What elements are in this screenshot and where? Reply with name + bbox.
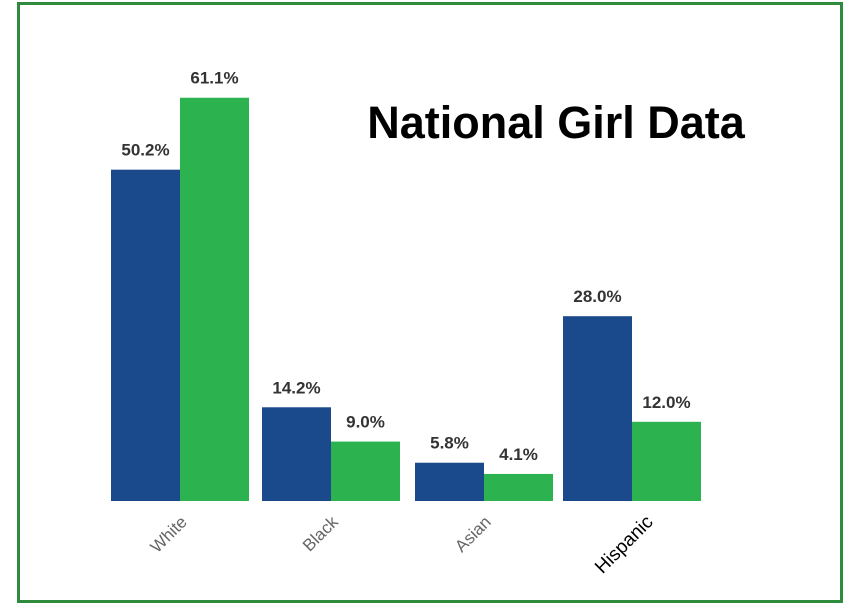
value-label: 5.8% (430, 434, 469, 453)
bar (415, 462, 484, 501)
value-label: 9.0% (346, 413, 385, 432)
value-label: 50.2% (121, 141, 169, 160)
bar (180, 97, 249, 502)
value-label: 61.1% (190, 69, 238, 88)
bar (484, 473, 553, 501)
value-label: 4.1% (499, 445, 538, 464)
chart-title: National Girl Data (367, 97, 746, 148)
bar (632, 421, 701, 501)
bar (331, 441, 400, 501)
value-label: 28.0% (573, 287, 621, 306)
value-label: 14.2% (272, 378, 320, 397)
bar (262, 407, 331, 501)
value-label: 12.0% (642, 393, 690, 412)
bar (111, 169, 180, 501)
bar (563, 316, 632, 501)
